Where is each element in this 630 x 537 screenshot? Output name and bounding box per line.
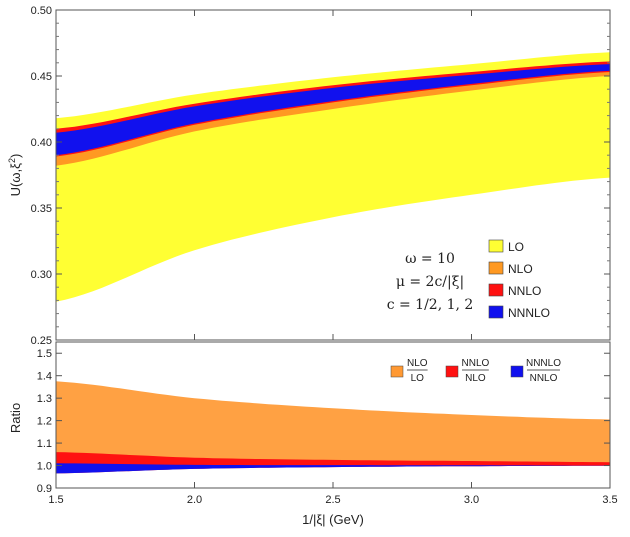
ratio-legend-denominator: NLO [465,373,486,384]
y-tick-label: 0.35 [31,203,52,215]
ratio-band-nnnlo-over-nnlo [56,463,610,474]
bottom-y-ticks: 0.9 1.0 1.1 1.2 1.3 1.4 1.5 [37,348,610,495]
ratio-legend-denominator: NNLO [530,373,558,384]
annotation-block: ω = 10 μ = 2c/|ξ| c = 1/2, 1, 2 [387,251,474,313]
top-panel: 0.25 0.30 0.35 0.40 0.45 0.50 U(ω,ξ2) ω = 10 … [7,5,611,347]
y-tick-label: 0.40 [31,137,52,149]
y-tick-label: 1.2 [37,416,52,428]
legend-swatch-lo [488,239,504,253]
legend-swatch-nlo [488,261,504,275]
y-tick-label: 1.0 [37,461,52,473]
x-tick-label: 1.5 [48,494,63,506]
y-tick-label: 0.9 [37,483,52,495]
top-bands [56,52,610,302]
legend-label-nnnlo: NNNLO [508,306,550,320]
annotation-c: c = 1/2, 1, 2 [387,297,474,313]
x-tick-label: 3.0 [464,494,479,506]
ratio-legend-swatch [510,365,524,378]
ratio-band-nlo-over-lo [56,381,610,470]
ratio-legend-numerator: NNNLO [526,358,561,369]
bottom-x-ticks: 1.5 2.0 2.5 3.0 3.5 [48,10,618,506]
ratio-legend-swatch [445,365,459,378]
ratio-legend-denominator: LO [411,373,425,384]
y-tick-label: 1.4 [37,371,52,383]
legend-swatch-nnlo [488,283,504,297]
x-tick-label: 2.0 [187,494,202,506]
bottom-y-axis-label: Ratio [8,403,23,433]
legend-label-lo: LO [508,240,524,254]
ratio-legend-swatch [390,365,404,378]
top-legend: LO NLO NNLO NNNLO [488,239,550,320]
x-tick-label: 3.5 [602,494,617,506]
legend-label-nlo: NLO [508,262,533,276]
top-y-axis-label: U(ω,ξ2) [7,154,23,197]
band-nnnlo [56,64,610,156]
y-tick-label: 1.1 [37,438,52,450]
x-tick-label: 2.5 [325,494,340,506]
top-y-ticks: 0.25 0.30 0.35 0.40 0.45 0.50 [31,5,610,347]
bottom-legend: NLO LO NNLO NLO NNNLO NNLO [390,358,561,384]
ratio-legend-numerator: NNLO [462,358,490,369]
bottom-bands [56,381,610,474]
bottom-panel: 0.9 1.0 1.1 1.2 1.3 1.4 1.5 1.5 2.0 2.5 3.0 3.5 Ra… [8,10,618,527]
band-nlo [56,61,610,166]
y-tick-label: 1.5 [37,348,52,360]
annotation-mu: μ = 2c/|ξ| [396,274,464,290]
legend-swatch-nnnlo [488,305,504,319]
x-axis-label: 1/|ξ| (GeV) [302,512,364,527]
y-tick-label: 0.25 [31,335,52,347]
y-tick-label: 0.45 [31,71,52,83]
legend-label-nnlo: NNLO [508,284,541,298]
y-tick-label: 0.30 [31,269,52,281]
y-tick-label: 1.3 [37,393,52,405]
ratio-legend-numerator: NLO [407,358,428,369]
annotation-omega: ω = 10 [405,251,455,267]
y-tick-label: 0.50 [31,5,52,17]
